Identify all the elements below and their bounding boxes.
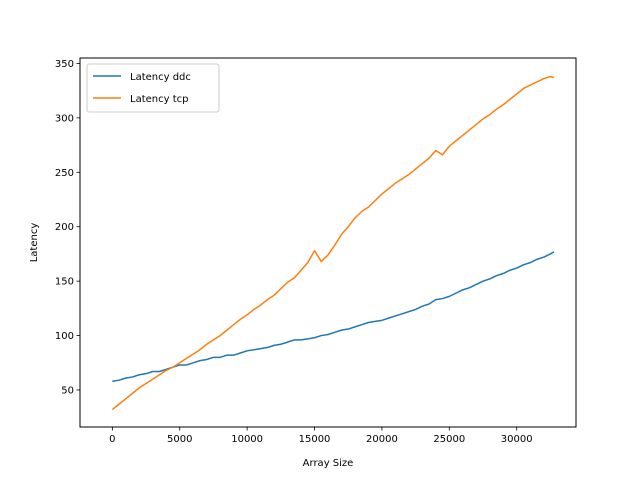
legend-label-0: Latency ddc bbox=[130, 72, 191, 83]
x-tick-label: 10000 bbox=[231, 434, 263, 445]
x-tick-label: 20000 bbox=[366, 434, 398, 445]
x-tick-label: 5000 bbox=[167, 434, 192, 445]
legend: Latency ddc Latency tcp bbox=[86, 63, 220, 113]
x-tick-label: 25000 bbox=[433, 434, 465, 445]
y-axis-label: Latency bbox=[29, 223, 40, 263]
y-tick-label: 350 bbox=[55, 59, 74, 70]
x-axis-ticks: 0 5000 10000 15000 20000 25000 30000 bbox=[109, 427, 533, 445]
y-tick-label: 200 bbox=[55, 222, 74, 233]
chart-marks bbox=[111, 75, 555, 411]
y-tick-label: 300 bbox=[55, 113, 74, 124]
series-line-1 bbox=[111, 75, 555, 411]
x-axis-label: Array Size bbox=[303, 458, 354, 469]
legend-label-1: Latency tcp bbox=[130, 94, 188, 105]
y-tick-label: 100 bbox=[55, 331, 74, 342]
plot-frame bbox=[79, 57, 577, 428]
series-line-0 bbox=[112, 251, 555, 383]
y-tick-label: 50 bbox=[61, 385, 74, 396]
x-tick-label: 30000 bbox=[501, 434, 533, 445]
y-tick-label: 150 bbox=[55, 277, 74, 288]
x-tick-label: 0 bbox=[109, 434, 115, 445]
y-tick-label: 250 bbox=[55, 168, 74, 179]
x-tick-label: 15000 bbox=[299, 434, 331, 445]
y-axis-ticks: 50 100 150 200 250 300 350 bbox=[55, 59, 80, 396]
